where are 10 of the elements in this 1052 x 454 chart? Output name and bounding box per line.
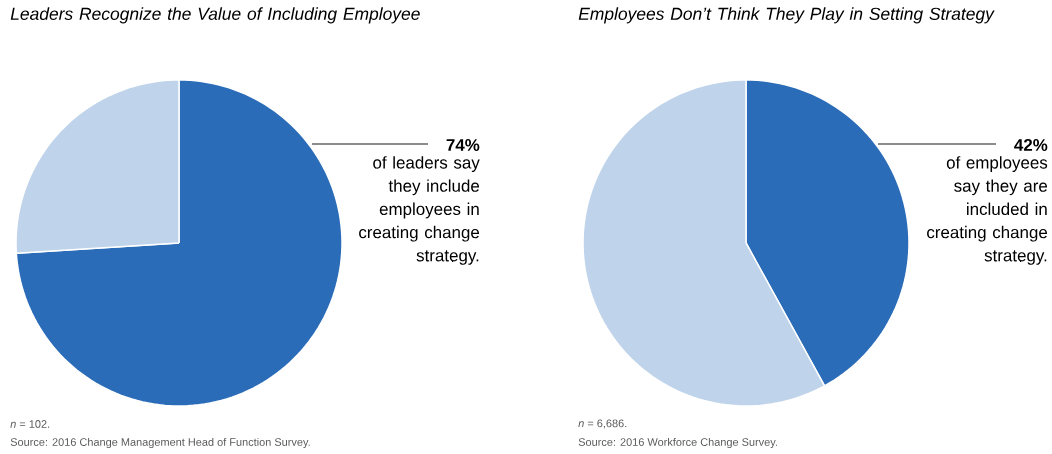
text: of employees say they are included in creating change strategy. [927,156,1048,265]
text: 42% [1014,139,1048,151]
text: of leaders say they include employees in creating change strategy. [359,156,480,265]
text: n = 6,686. [578,419,627,429]
text: n = 102. [10,420,50,428]
chart-title: Leaders Recognize the Value of Including Employee [10,7,420,24]
source-note: Source: 2016 Change Management Head of Function Survey. [10,437,310,449]
source-note: Source: 2016 Workforce Change Survey. [578,437,777,449]
chart-title: Employees Don’t Think They Play in Setting Strategy [578,7,995,24]
text: 74% [446,139,480,151]
